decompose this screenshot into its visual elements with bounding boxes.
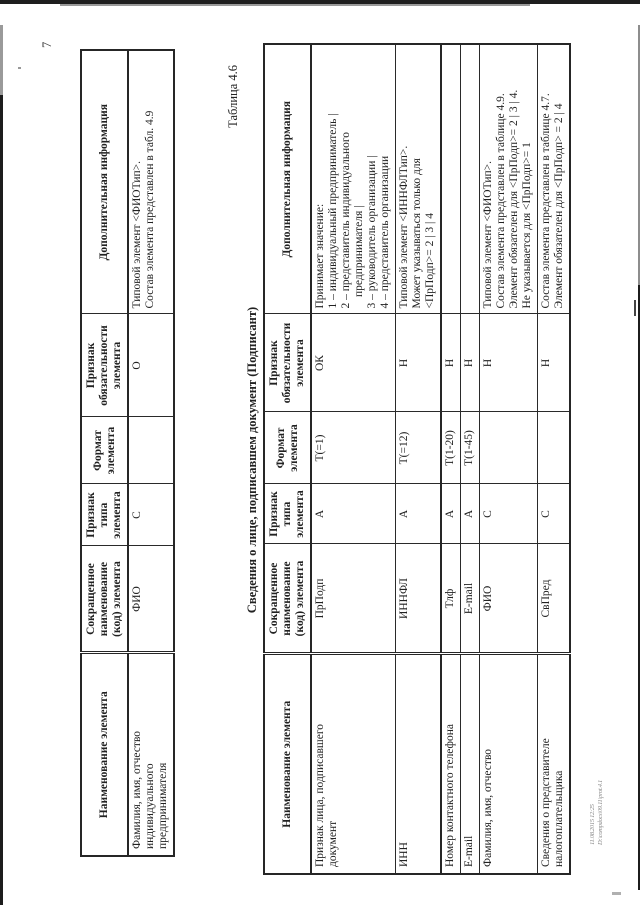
cell-element-format: Т(=1) xyxy=(311,412,396,484)
cell-additional-info: Типовой элемент <ФИОТип>. Состав элемент… xyxy=(479,44,538,314)
cell-additional-info xyxy=(441,44,461,314)
cell-element-name: E-mail xyxy=(460,654,480,874)
cell-additional-info: Типовой элемент <ФИОТип>. Состав элемент… xyxy=(128,50,174,314)
header-element-required: Признак обязательности элемента xyxy=(264,314,311,412)
cell-element-type: А xyxy=(441,484,461,544)
footer-note: 11.08.2015 12:25 D:\compdocs\09.11\prot.… xyxy=(589,45,605,845)
header-element-type: Признак типа элемента xyxy=(264,484,311,544)
header-row: Наименование элемента Сокращенное наимен… xyxy=(81,50,128,856)
cell-element-required: ОК xyxy=(311,314,396,412)
page-number: 7 xyxy=(40,41,54,48)
cell-element-name: Сведения о представителе налогоплательщи… xyxy=(537,654,570,874)
scan-artifact-right-edge-gray xyxy=(637,25,640,285)
cell-element-format xyxy=(479,412,538,484)
cell-element-required: Н xyxy=(395,314,441,412)
cell-element-name: Фамилия, имя, отчество индивидуального п… xyxy=(128,653,174,856)
cell-element-type: А xyxy=(395,484,441,544)
cell-element-name: ИНН xyxy=(395,654,441,874)
cell-element-format: Т(1-45) xyxy=(460,412,480,484)
footer-timestamp: 11.08.2015 12:25 xyxy=(589,804,596,845)
cell-element-name: Номер контактного телефона xyxy=(441,654,461,874)
table-row: Фамилия, имя, отчество индивидуального п… xyxy=(128,50,174,856)
table-row: E-mail E-mail А Т(1-45) Н xyxy=(460,44,480,874)
cell-element-required: О xyxy=(128,314,174,417)
cell-element-required: Н xyxy=(479,314,538,412)
scan-artifact-bottom-mark xyxy=(612,892,621,895)
table-row: Сведения о представителе налогоплательщи… xyxy=(537,44,570,874)
cell-element-type: А xyxy=(460,484,480,544)
cell-element-format xyxy=(537,412,570,484)
scan-artifact-right-tick xyxy=(634,300,636,316)
table-row: ИНН ИННФЛ А Т(=12) Н Типовой элемент <ИН… xyxy=(395,44,441,874)
scan-artifact-left-edge-black xyxy=(0,95,3,905)
cell-additional-info: Состав элемента представлен в таблице 4.… xyxy=(537,44,570,314)
cell-element-code: Тлф xyxy=(441,544,461,654)
header-element-code: Сокращенное наименование (код) элемента xyxy=(264,544,311,654)
header-element-format: Формат элемента xyxy=(81,417,128,484)
continuation-table-block: Наименование элемента Сокращенное наимен… xyxy=(80,45,175,857)
table-title: Сведения о лице, подписавшем документ (П… xyxy=(245,306,259,614)
cell-element-required: Н xyxy=(441,314,461,412)
cell-additional-info xyxy=(460,44,480,314)
cell-additional-info: Типовой элемент <ИННФЛТип>. Может указыв… xyxy=(395,44,441,314)
table-4-6-block: Таблица 4.6 Сведения о лице, подписавшем… xyxy=(226,43,605,875)
scan-artifact-top-edge xyxy=(0,0,640,4)
table-label: Таблица 4.6 xyxy=(226,65,240,128)
header-element-code: Сокращенное наименование (код) элемента xyxy=(81,546,128,653)
cell-additional-info: Принимает значение: 1 – индивидуальный п… xyxy=(311,44,396,314)
cell-element-format xyxy=(128,417,174,484)
cell-element-name: Признак лица, подписавшего документ xyxy=(311,654,396,874)
cell-element-code: ИННФЛ xyxy=(395,544,441,654)
header-additional-info: Дополнительная информация xyxy=(264,44,311,314)
table-row: Признак лица, подписавшего документ ПрПо… xyxy=(311,44,396,874)
scan-artifact-speck xyxy=(18,67,21,69)
scan-artifact-left-edge-gray xyxy=(0,25,3,95)
cell-element-required: Н xyxy=(460,314,480,412)
header-element-format: Формат элемента xyxy=(264,412,311,484)
header-element-type: Признак типа элемента xyxy=(81,484,128,546)
cell-element-format: Т(=12) xyxy=(395,412,441,484)
cell-element-required: Н xyxy=(537,314,570,412)
cell-element-type: С xyxy=(537,484,570,544)
scan-artifact-right-edge-black xyxy=(638,285,640,890)
table-4-6: Наименование элемента Сокращенное наимен… xyxy=(263,43,571,875)
header-element-required: Признак обязательности элемента xyxy=(81,314,128,417)
continuation-table: Наименование элемента Сокращенное наимен… xyxy=(80,49,175,857)
header-row: Наименование элемента Сокращенное наимен… xyxy=(264,44,311,874)
header-element-name: Наименование элемента xyxy=(81,653,128,856)
cell-element-name: Фамилия, имя, отчество xyxy=(479,654,538,874)
cell-element-type: А xyxy=(311,484,396,544)
cell-element-code: ФИО xyxy=(128,546,174,653)
header-element-name: Наименование элемента xyxy=(264,654,311,874)
cell-element-code: ПрПодп xyxy=(311,544,396,654)
cell-element-code: СвПред xyxy=(537,544,570,654)
cell-element-code: ФИО xyxy=(479,544,538,654)
cell-element-type: С xyxy=(479,484,538,544)
table-row: Номер контактного телефона Тлф А Т(1-20)… xyxy=(441,44,461,874)
cell-element-format: Т(1-20) xyxy=(441,412,461,484)
footer-filepath: D:\compdocs\09.11\prot.4.1 xyxy=(597,780,604,845)
cell-element-type: С xyxy=(128,484,174,546)
cell-element-code: E-mail xyxy=(460,544,480,654)
scan-artifact-top-edge-2 xyxy=(60,4,530,6)
header-additional-info: Дополнительная информация xyxy=(81,50,128,314)
table-row: Фамилия, имя, отчество ФИО С Н Типовой э… xyxy=(479,44,538,874)
